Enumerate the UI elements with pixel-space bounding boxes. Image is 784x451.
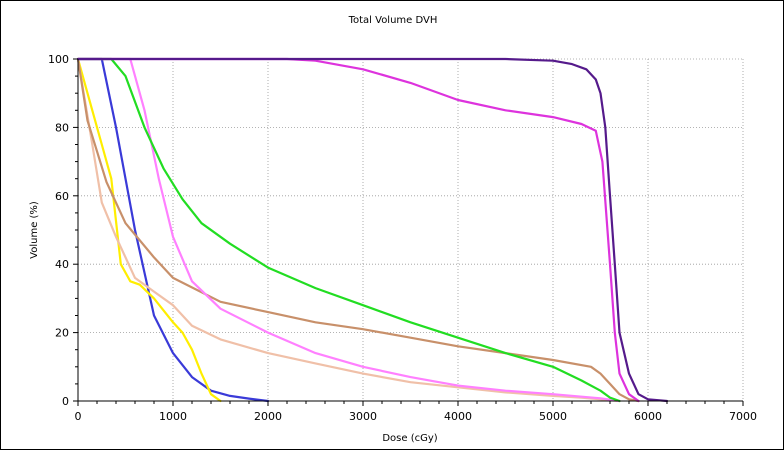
y-tick-label: 60 xyxy=(55,190,69,203)
x-axis-label: Dose (cGy) xyxy=(382,433,437,444)
y-tick-label: 100 xyxy=(48,53,69,66)
series-line-8 xyxy=(76,57,669,403)
y-axis-label: Volume (%) xyxy=(29,201,40,259)
x-tick-label: 5000 xyxy=(539,410,567,423)
y-tick-label: 80 xyxy=(55,121,69,134)
series-layer xyxy=(76,57,669,403)
y-tick-label: 40 xyxy=(55,258,69,271)
plot-area xyxy=(78,59,743,401)
chart-title: Total Volume DVH xyxy=(348,15,438,26)
series-line-3 xyxy=(76,57,621,403)
x-tick-label: 3000 xyxy=(349,410,377,423)
x-tick-label: 7000 xyxy=(729,410,757,423)
series-line-1 xyxy=(76,57,270,403)
x-tick-label: 4000 xyxy=(444,410,472,423)
series-line-6 xyxy=(76,57,621,403)
series-line-2 xyxy=(76,57,222,403)
tick-labels: 0 1000 2000 3000 4000 5000 6000 7000 0 20 40 60 80 10… xyxy=(48,53,757,423)
x-tick-label: 2000 xyxy=(254,410,282,423)
y-tick-label: 0 xyxy=(62,395,69,408)
x-tick-label: 1000 xyxy=(159,410,187,423)
x-tick-label: 0 xyxy=(75,410,82,423)
x-tick-label: 6000 xyxy=(634,410,662,423)
y-tick-label: 20 xyxy=(55,327,69,340)
series-line-7 xyxy=(76,57,640,403)
tick-marks xyxy=(73,58,744,406)
series-line-4 xyxy=(76,57,640,403)
